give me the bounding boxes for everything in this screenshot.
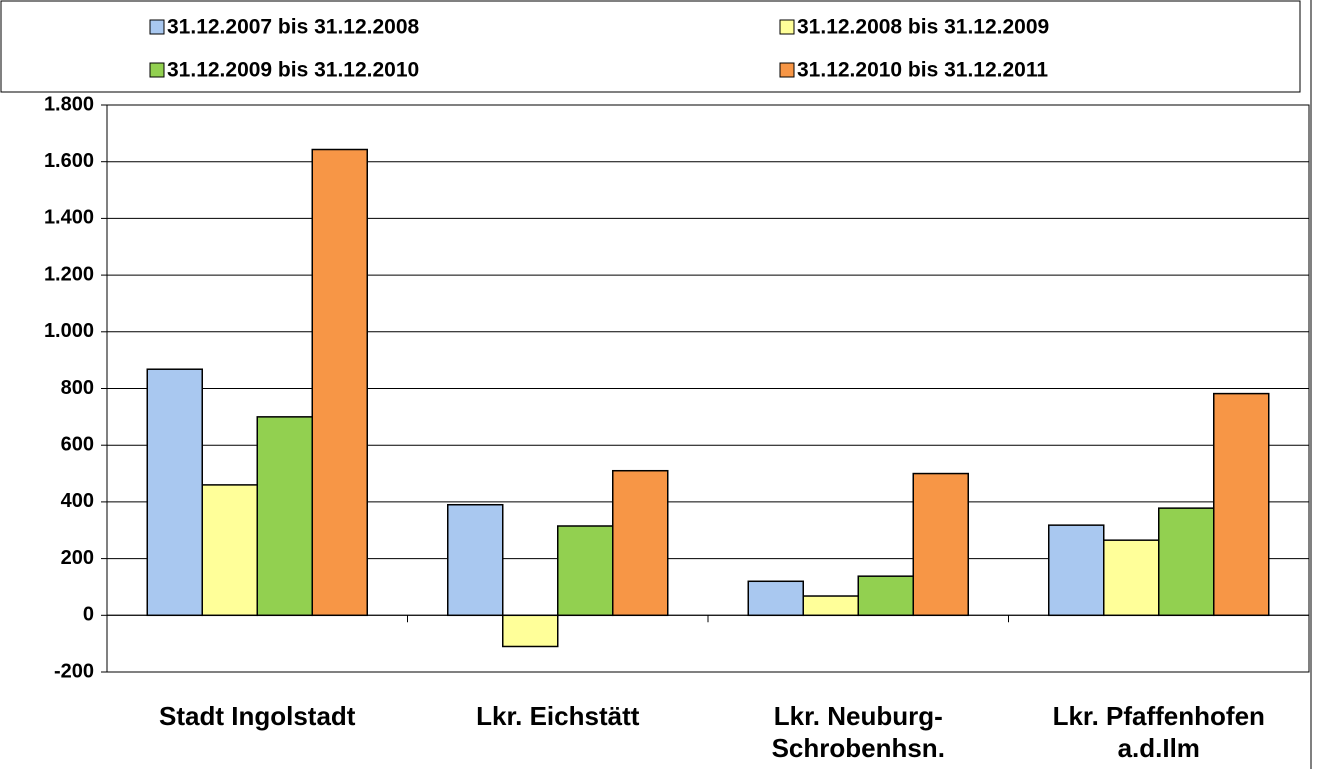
bar [146, 368, 203, 617]
x-tick-label: Lkr. Eichstätt [476, 701, 640, 731]
y-tick-label: 800 [61, 377, 94, 399]
bar [311, 148, 368, 617]
bar [612, 469, 669, 617]
bar [1213, 392, 1270, 617]
bar [557, 525, 614, 617]
bar [502, 614, 559, 648]
y-tick-label: 400 [61, 490, 94, 512]
bar [447, 503, 504, 617]
legend-label: 31.12.2010 bis 31.12.2011 [797, 59, 1048, 82]
legend-swatch [149, 19, 165, 35]
y-tick-label: -200 [54, 660, 94, 682]
bar [802, 595, 859, 617]
bar [1048, 524, 1105, 617]
y-tick-label: 0 [83, 604, 94, 626]
legend-label: 31.12.2009 bis 31.12.2010 [167, 59, 419, 82]
bar [857, 575, 914, 617]
legend-label: 31.12.2008 bis 31.12.2009 [797, 16, 1049, 39]
legend-box [0, 0, 1301, 93]
legend-swatch [779, 19, 795, 35]
bar [747, 580, 804, 617]
x-tick-label: Lkr. Pfaffenhofen a.d.Ilm [1052, 701, 1265, 763]
legend-label: 31.12.2007 bis 31.12.2008 [167, 16, 420, 39]
y-tick-label: 1.600 [44, 150, 94, 172]
y-tick-label: 1.000 [44, 320, 94, 342]
y-tick-label: 1.200 [44, 263, 94, 285]
y-tick-label: 1.800 [44, 93, 94, 115]
legend-swatch [779, 62, 795, 78]
bar [1158, 507, 1215, 617]
x-tick-label: Stadt Ingolstadt [159, 701, 356, 731]
y-tick-label: 200 [61, 547, 94, 569]
bar [256, 416, 313, 617]
bar [1103, 539, 1160, 617]
y-tick-label: 600 [61, 433, 94, 455]
x-tick-label: Lkr. Neuburg- Schrobenhsn. [771, 701, 945, 763]
bar [912, 472, 969, 617]
bar [201, 484, 258, 617]
y-tick-label: 1.400 [44, 207, 94, 229]
legend-swatch [149, 62, 165, 78]
